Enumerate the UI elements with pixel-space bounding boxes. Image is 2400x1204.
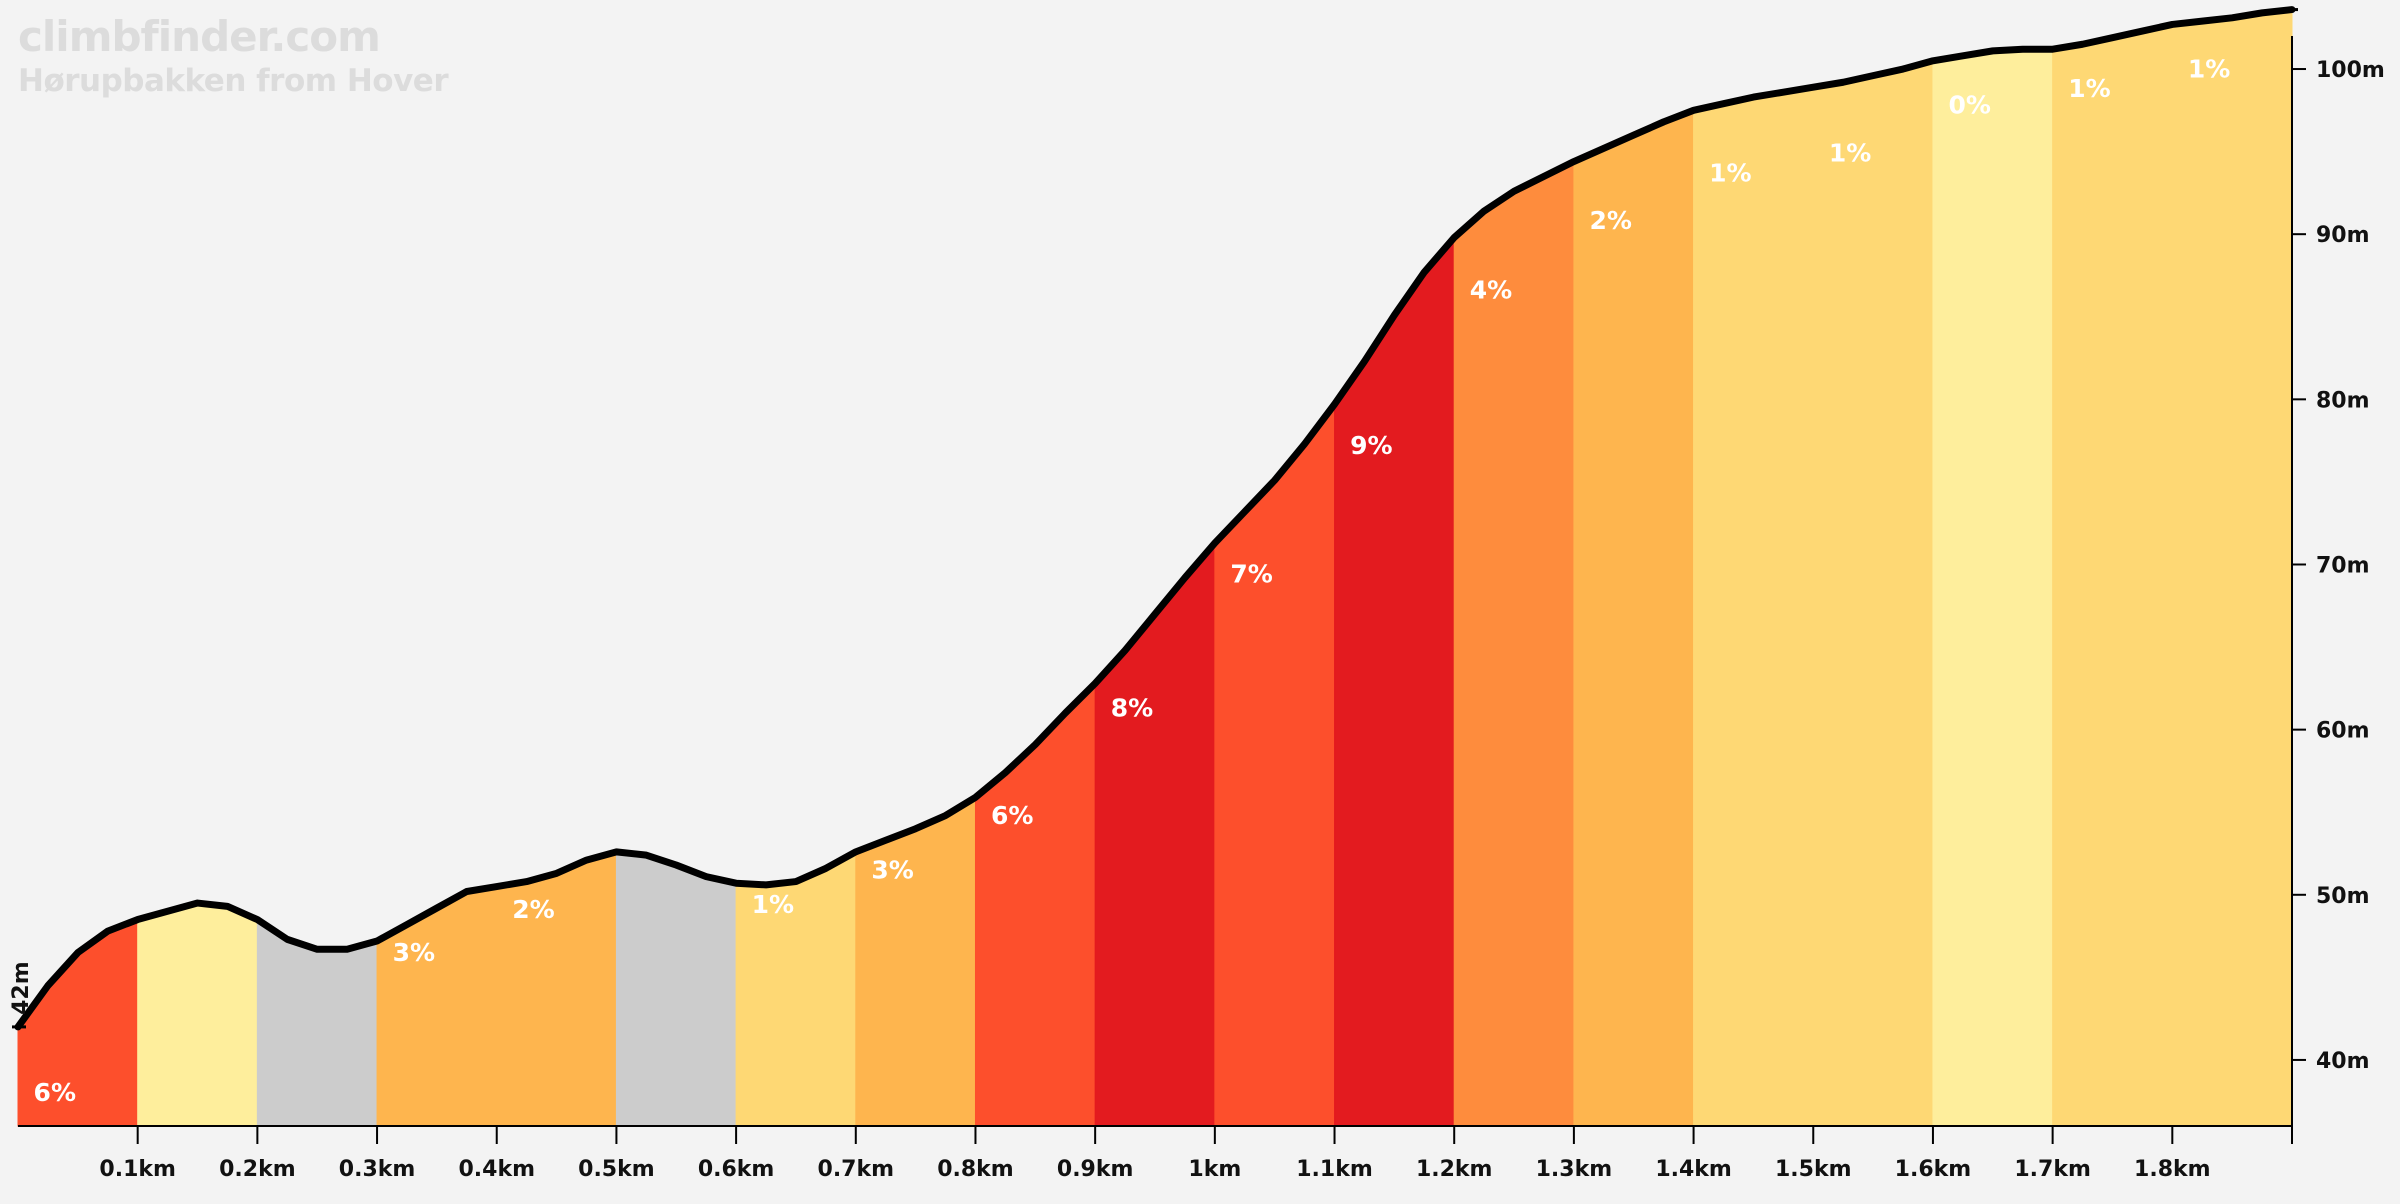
x-tick-label-17: 1.8km xyxy=(2134,1157,2211,1182)
y-tick-label-0: 40m xyxy=(2316,1049,2370,1074)
gradient-label-10: 2% xyxy=(1589,206,1631,235)
gradient-label-0: 6% xyxy=(34,1078,76,1107)
gradient-segment-15 xyxy=(2052,9,2293,1127)
x-tick-label-7: 0.8km xyxy=(937,1157,1014,1182)
brand-watermark: climbfinder.com Hørupbakken from Hover xyxy=(18,12,449,99)
gradient-label-15: 1% xyxy=(2188,54,2230,83)
x-tick-label-2: 0.3km xyxy=(339,1157,416,1182)
elevation-line xyxy=(14,6,2296,1031)
gradient-label-7: 7% xyxy=(1230,560,1272,589)
x-tick-label-0: 0.1km xyxy=(99,1157,176,1182)
start-elevation-label: 42m xyxy=(9,961,34,1015)
y-tick-label-4: 80m xyxy=(2316,388,2370,413)
x-tick-label-9: 1km xyxy=(1188,1157,1241,1182)
x-tick-label-13: 1.4km xyxy=(1655,1157,1732,1182)
x-tick-label-3: 0.4km xyxy=(458,1157,535,1182)
gradient-label-2: 2% xyxy=(512,895,554,924)
gradient-label-6: 8% xyxy=(1111,693,1153,722)
gradient-label-4: 3% xyxy=(871,855,913,884)
x-tick-label-14: 1.5km xyxy=(1775,1157,1852,1182)
gradient-segment-4 xyxy=(615,851,737,1127)
gradient-segment-13 xyxy=(1693,60,1934,1127)
climb-title: Hørupbakken from Hover xyxy=(18,63,449,99)
gradient-segment-7 xyxy=(974,682,1096,1127)
gradient-label-8: 9% xyxy=(1350,431,1392,460)
gradient-label-13: 0% xyxy=(1949,91,1991,120)
gradient-segment-14 xyxy=(1932,48,2054,1127)
y-tick-label-2: 60m xyxy=(2316,719,2370,744)
gradient-label-12: 1% xyxy=(1829,139,1871,168)
gradient-label-3: 1% xyxy=(752,890,794,919)
y-tick-label-3: 70m xyxy=(2316,553,2370,578)
x-tick-label-1: 0.2km xyxy=(219,1157,296,1182)
x-tick-label-16: 1.7km xyxy=(2014,1157,2091,1182)
y-tick-label-1: 50m xyxy=(2316,884,2370,909)
gradient-segment-3 xyxy=(376,851,617,1127)
gradient-segment-9 xyxy=(1214,402,1336,1127)
x-tick-label-4: 0.5km xyxy=(578,1157,655,1182)
x-tick-label-12: 1.3km xyxy=(1536,1157,1613,1182)
gradient-label-14: 1% xyxy=(2068,74,2110,103)
gradient-segment-12 xyxy=(1573,109,1695,1127)
gradient-label-11: 1% xyxy=(1709,158,1751,187)
y-tick-label-5: 90m xyxy=(2316,223,2370,248)
x-tick-label-6: 0.7km xyxy=(818,1157,895,1182)
x-tick-label-5: 0.6km xyxy=(698,1157,775,1182)
gradient-segment-11 xyxy=(1453,160,1575,1127)
x-tick-label-8: 0.9km xyxy=(1057,1157,1134,1182)
gradient-label-1: 3% xyxy=(393,938,435,967)
gradient-segment-8 xyxy=(1094,541,1216,1127)
gradient-segment-10 xyxy=(1334,236,1455,1127)
y-tick-label-6: 100m xyxy=(2316,58,2385,83)
gradient-label-9: 4% xyxy=(1470,276,1512,305)
gradient-label-5: 6% xyxy=(991,801,1033,830)
x-tick-label-11: 1.2km xyxy=(1416,1157,1493,1182)
x-tick-label-10: 1.1km xyxy=(1296,1157,1373,1182)
site-logo-text: climbfinder.com xyxy=(18,12,381,61)
x-tick-label-15: 1.6km xyxy=(1895,1157,1972,1182)
gradient-segment-1 xyxy=(137,902,258,1127)
